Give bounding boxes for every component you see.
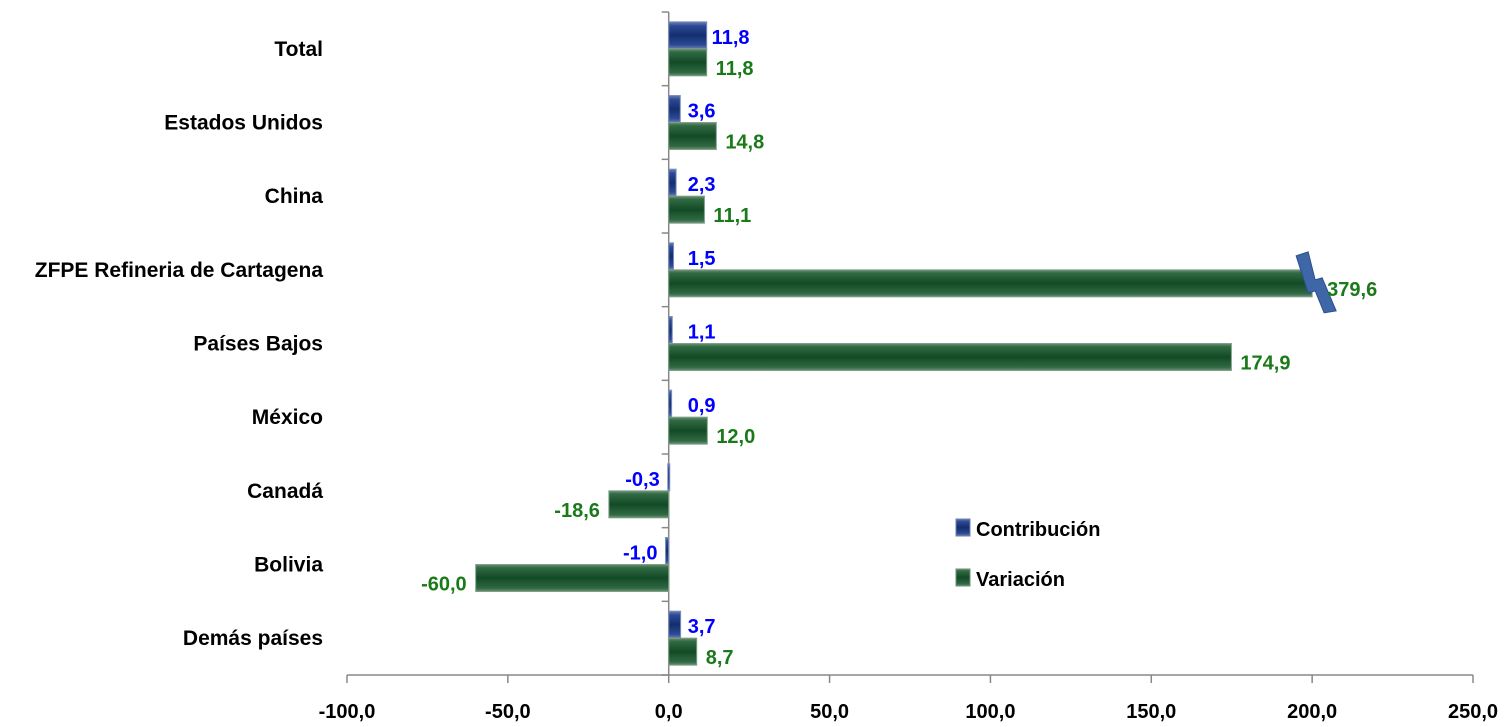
data-label-contribucion: 11,8 [712, 27, 750, 49]
axes: -100,0 -50,0 0,0 50,0 100,0 150,0 200,0 250,0 To… [35, 11, 1498, 723]
x-tick-label: 100,0 [965, 701, 1015, 723]
category-label: Países Bajos [193, 333, 323, 356]
bar-variacion [668, 48, 708, 77]
legend: Contribución Variación [955, 518, 1100, 591]
bar-contribucion [668, 95, 681, 123]
category-label: Estados Unidos [164, 112, 323, 135]
data-label-contribucion: 1,1 [688, 322, 716, 344]
axis-break-marker [1295, 251, 1337, 314]
category-label: China [265, 185, 324, 208]
bar-contribucion [667, 463, 671, 492]
data-label-contribucion: -1,0 [623, 543, 657, 565]
bar-contribucion [664, 537, 670, 565]
bar-variacion [668, 416, 708, 445]
bar-variacion [668, 122, 717, 150]
data-label-variacion: 12,0 [716, 426, 755, 448]
category-label: Total [274, 38, 323, 61]
legend-swatch-variacion [955, 568, 971, 587]
data-labels: 11,811,83,614,82,311,11,5379,61,1174,90,… [421, 27, 1377, 669]
bar-contribucion [668, 168, 677, 197]
data-label-variacion: 11,8 [716, 58, 754, 80]
bar-contribucion [668, 21, 708, 50]
bar-variacion [475, 564, 670, 592]
x-tick-label: 200,0 [1287, 701, 1337, 723]
bar-variacion [668, 343, 1232, 371]
data-label-contribucion: -0,3 [625, 469, 659, 491]
bar-variacion [608, 490, 670, 519]
data-label-contribucion: 0,9 [688, 395, 716, 417]
data-label-variacion: 11,1 [713, 205, 751, 227]
x-tick-label: 250,0 [1448, 701, 1498, 723]
data-label-contribucion: 1,5 [688, 248, 716, 270]
x-tick-label: -50,0 [485, 701, 531, 723]
data-label-contribucion: 3,6 [688, 101, 716, 123]
bar-contribucion [668, 389, 673, 418]
data-label-variacion: 174,9 [1240, 353, 1290, 375]
x-tick-label: 0,0 [655, 701, 683, 723]
category-label: ZFPE Refineria de Cartagena [35, 259, 324, 282]
legend-swatch-contribucion [955, 518, 971, 537]
x-tick-label: 150,0 [1126, 701, 1176, 723]
bar-variacion [668, 195, 705, 224]
bar-variacion [668, 637, 698, 666]
data-label-contribucion: 3,7 [688, 616, 716, 638]
data-label-variacion: 14,8 [725, 132, 764, 154]
x-tick-label: 50,0 [810, 701, 849, 723]
category-label: Canadá [247, 480, 323, 503]
data-label-variacion: -60,0 [421, 574, 467, 596]
data-label-variacion: 8,7 [706, 647, 734, 669]
x-tick-label: -100,0 [319, 701, 376, 723]
bar-contribucion [668, 610, 682, 639]
bar-variacion [668, 269, 1313, 298]
bars [475, 21, 1337, 666]
bar-contribucion [668, 242, 675, 271]
legend-label-variacion: Variación [976, 569, 1065, 591]
category-label: Demás países [183, 627, 323, 650]
category-label: México [252, 406, 323, 429]
data-label-variacion: -18,6 [554, 500, 600, 522]
category-label: Bolivia [254, 554, 323, 577]
data-label-contribucion: 2,3 [688, 174, 716, 196]
bar-contribucion [668, 316, 673, 344]
legend-label-contribucion: Contribución [976, 519, 1100, 541]
data-label-variacion: 379,6 [1327, 279, 1377, 301]
